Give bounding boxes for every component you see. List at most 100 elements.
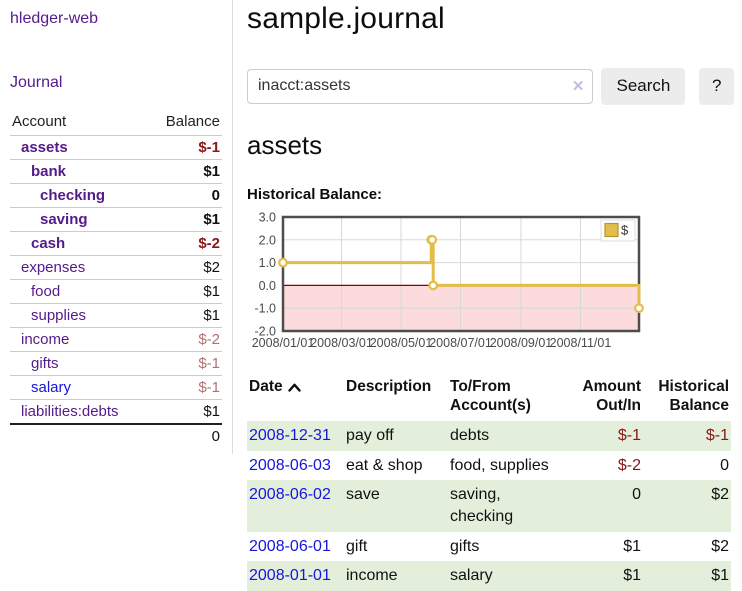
amount-column-header: Amount Out/In — [582, 377, 641, 414]
svg-text:2008/03/01: 2008/03/01 — [310, 336, 373, 350]
account-balance: $1 — [147, 207, 222, 232]
svg-text:0.0: 0.0 — [259, 278, 276, 292]
accounts-column-header: To/From Account(s) — [450, 377, 531, 414]
transaction-date-link[interactable]: 2008-12-31 — [249, 427, 331, 445]
account-row: assets $-1 — [10, 135, 222, 160]
account-row: gifts $-1 — [10, 351, 222, 376]
account-link-bank[interactable]: bank — [31, 163, 67, 180]
search-input[interactable] — [247, 68, 594, 104]
transaction-description: gift — [346, 537, 368, 555]
account-link-cash[interactable]: cash — [31, 235, 66, 252]
account-link-assets[interactable]: assets — [21, 139, 68, 156]
register-table: Date Description To/From Account(s) Amou… — [247, 375, 731, 591]
register-row: 2008-12-31 pay off debts $-1 $-1 — [247, 421, 731, 451]
transaction-date-link[interactable]: 2008-06-02 — [249, 486, 331, 504]
search-form: ✕ Search ? — [247, 67, 734, 105]
transaction-accounts: salary — [450, 567, 493, 585]
account-link-expenses[interactable]: expenses — [21, 259, 86, 276]
main-content: sample.journal ✕ Search ? assets Histori… — [233, 0, 742, 591]
transaction-amount: $1 — [623, 567, 641, 585]
account-column-header: Account — [12, 113, 67, 130]
svg-text:2008/07/01: 2008/07/01 — [429, 336, 492, 350]
transaction-date-link[interactable]: 2008-01-01 — [249, 567, 331, 585]
transaction-accounts: debts — [450, 427, 490, 445]
account-row: salary $-1 — [10, 375, 222, 400]
historical-balance-label: Historical Balance: — [247, 185, 383, 203]
sidebar-item-journal[interactable]: Journal — [10, 74, 63, 91]
chart-svg: $3.0 2.0 1.0 0.0 -1.0 -2.02008/01/012008/03/0… — [252, 210, 644, 350]
svg-text:2008/05/01: 2008/05/01 — [370, 336, 433, 350]
account-row: liabilities:debts $1 — [10, 399, 222, 424]
transaction-description: eat & shop — [346, 456, 423, 474]
transaction-balance: $-1 — [705, 427, 729, 445]
svg-text:-1.0: -1.0 — [254, 301, 276, 315]
account-link-food[interactable]: food — [31, 283, 61, 300]
transaction-balance: 0 — [720, 456, 729, 474]
account-row: cash $-2 — [10, 231, 222, 256]
transaction-amount: $-1 — [617, 427, 641, 445]
date-column-header[interactable]: Date — [247, 375, 344, 422]
account-row: supplies $1 — [10, 303, 222, 328]
account-row: expenses $2 — [10, 255, 222, 280]
sidebar: hledger-web Journal Account Balance asse… — [0, 0, 233, 454]
account-row: income $-2 — [10, 327, 222, 352]
transaction-balance: $1 — [711, 567, 729, 585]
svg-text:1.0: 1.0 — [259, 256, 276, 270]
account-link-saving[interactable]: saving — [40, 211, 88, 228]
account-balance: $1 — [147, 303, 222, 328]
transaction-accounts: gifts — [450, 537, 480, 555]
transaction-balance: $2 — [711, 537, 729, 555]
svg-text:2.0: 2.0 — [259, 233, 276, 247]
account-balance: $-1 — [147, 351, 222, 376]
transaction-accounts: food, supplies — [450, 456, 549, 474]
account-balance: $-2 — [147, 327, 222, 352]
accounts-header-row: Account Balance — [10, 111, 222, 136]
register-row: 2008-06-03 eat & shop food, supplies $-2… — [247, 451, 731, 481]
transaction-amount: $1 — [623, 537, 641, 555]
account-link-checking[interactable]: checking — [40, 187, 106, 204]
register-row: 2008-01-01 income salary $1 $1 — [247, 561, 731, 591]
transaction-description: save — [346, 486, 380, 504]
account-row: bank $1 — [10, 159, 222, 184]
account-link-liabilities-debts[interactable]: liabilities:debts — [21, 403, 119, 420]
help-button[interactable]: ? — [699, 67, 734, 105]
transaction-description: income — [346, 567, 398, 585]
transaction-amount: $-2 — [617, 456, 641, 474]
account-balance: $1 — [147, 159, 222, 184]
svg-text:2008/01/01: 2008/01/01 — [252, 336, 315, 350]
accounts-total-value: 0 — [10, 423, 222, 448]
historical-balance-chart: $3.0 2.0 1.0 0.0 -1.0 -2.0 2008/01/01 2008/03/0… — [247, 210, 734, 357]
transaction-date-link[interactable]: 2008-06-01 — [249, 537, 331, 555]
search-button[interactable]: Search — [601, 67, 686, 105]
transaction-amount: 0 — [632, 486, 641, 504]
account-link-gifts[interactable]: gifts — [31, 355, 59, 372]
account-row: checking 0 — [10, 183, 222, 208]
accounts-total-row: 0 — [10, 423, 222, 448]
account-balance: $-2 — [147, 231, 222, 256]
account-balance: 0 — [147, 183, 222, 208]
account-link-salary[interactable]: salary — [31, 379, 72, 396]
description-column-header: Description — [346, 377, 432, 395]
balance-column-header: Historical Balance — [658, 377, 729, 414]
transaction-date-link[interactable]: 2008-06-03 — [249, 456, 331, 474]
account-balance: $1 — [147, 399, 222, 424]
svg-text:2008/09/01: 2008/09/01 — [490, 336, 553, 350]
app-title-link[interactable]: hledger-web — [10, 10, 99, 27]
register-header-row: Date Description To/From Account(s) Amou… — [247, 375, 731, 422]
account-heading: assets — [247, 129, 323, 160]
account-balance: $2 — [147, 255, 222, 280]
accounts-balance-table: Account Balance assets $-1 bank $1 check… — [10, 111, 222, 448]
account-balance: $-1 — [147, 375, 222, 400]
date-header-label: Date — [249, 377, 283, 395]
balance-column-header: Balance — [165, 113, 220, 130]
clear-search-icon[interactable]: ✕ — [571, 77, 585, 95]
account-balance: $1 — [147, 279, 222, 304]
transaction-accounts: saving, checking — [450, 486, 514, 526]
sort-ascending-icon — [287, 383, 301, 392]
account-row: food $1 — [10, 279, 222, 304]
register-row: 2008-06-02 save saving, checking 0 $2 — [247, 480, 731, 532]
svg-text:3.0: 3.0 — [259, 211, 276, 225]
account-row: saving $1 — [10, 207, 222, 232]
account-link-supplies[interactable]: supplies — [31, 307, 87, 324]
account-link-income[interactable]: income — [21, 331, 70, 348]
